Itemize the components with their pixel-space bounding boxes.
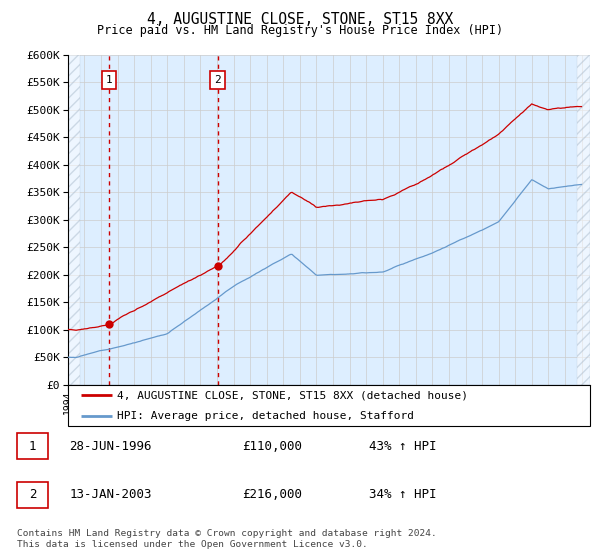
FancyBboxPatch shape (17, 482, 48, 508)
Bar (577, 55, 590, 385)
Text: 28-JUN-1996: 28-JUN-1996 (70, 440, 152, 453)
Text: 2: 2 (214, 74, 221, 85)
Text: Price paid vs. HM Land Registry's House Price Index (HPI): Price paid vs. HM Land Registry's House … (97, 24, 503, 36)
Text: 1: 1 (29, 440, 36, 453)
Text: 1: 1 (106, 74, 112, 85)
Text: HPI: Average price, detached house, Stafford: HPI: Average price, detached house, Staf… (118, 410, 415, 421)
Text: 34% ↑ HPI: 34% ↑ HPI (369, 488, 437, 502)
Text: 4, AUGUSTINE CLOSE, STONE, ST15 8XX (detached house): 4, AUGUSTINE CLOSE, STONE, ST15 8XX (det… (118, 390, 469, 400)
Text: £216,000: £216,000 (242, 488, 302, 502)
Text: Contains HM Land Registry data © Crown copyright and database right 2024.
This d: Contains HM Land Registry data © Crown c… (17, 529, 437, 549)
FancyBboxPatch shape (17, 433, 48, 459)
Text: 13-JAN-2003: 13-JAN-2003 (70, 488, 152, 502)
Text: 4, AUGUSTINE CLOSE, STONE, ST15 8XX: 4, AUGUSTINE CLOSE, STONE, ST15 8XX (147, 12, 453, 27)
Text: 2: 2 (29, 488, 36, 502)
Text: £110,000: £110,000 (242, 440, 302, 453)
Text: 43% ↑ HPI: 43% ↑ HPI (369, 440, 437, 453)
FancyBboxPatch shape (68, 385, 590, 426)
Bar (68, 55, 80, 385)
